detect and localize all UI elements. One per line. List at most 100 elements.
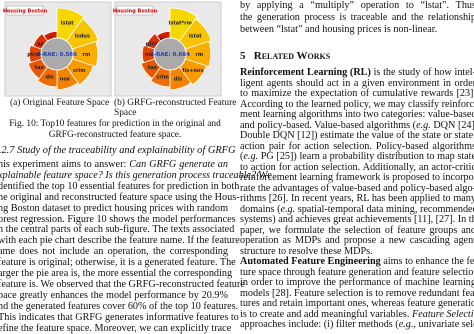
text-run: spatial-temporal data mining, recommende… bbox=[295, 203, 474, 215]
wedge-label: crim bbox=[73, 68, 85, 74]
text-line: he original and reconstructed feature sp… bbox=[0, 191, 240, 203]
wedge-label: lstat bbox=[189, 34, 202, 40]
text-line: ng Boston dataset to predict housing pri… bbox=[0, 202, 228, 214]
text-line: dentified the top 10 essential features … bbox=[0, 180, 240, 192]
subfigure-caption: (a) Original Feature Space bbox=[10, 98, 110, 108]
text-run: and policy-based. Value-based algorithms… bbox=[240, 119, 417, 131]
wedge-label: dis bbox=[174, 76, 182, 82]
text-run: domains ( bbox=[240, 203, 281, 215]
wedge-label: age bbox=[37, 41, 48, 47]
text-line: reinforcement learning framework is prop… bbox=[240, 172, 474, 183]
text-line: his experiment aims to answer: Can GRFG … bbox=[0, 159, 228, 170]
text-line: action pair for action selection. Policy… bbox=[240, 140, 474, 152]
text-run: e.g. bbox=[416, 119, 431, 131]
text-run: DQN [24], bbox=[430, 119, 474, 131]
text-line: to maximize the expectation of cumulativ… bbox=[240, 88, 474, 99]
text-line: According to the learned policy, we may … bbox=[240, 98, 474, 110]
wedge-label: tax bbox=[35, 65, 45, 71]
text-line: efine the feature space. Moreover, we ca… bbox=[0, 322, 232, 334]
text-run: aims to enhance the fea- bbox=[380, 256, 474, 267]
text-line: orest regression. Figure 10 shows the mo… bbox=[0, 213, 236, 225]
wedge-label: lstat bbox=[61, 21, 74, 27]
text-run: approaches include: (i) filter methods ( bbox=[240, 319, 399, 330]
text-line: models [28]. Feature selection is to rem… bbox=[240, 287, 474, 299]
wedge bbox=[168, 40, 212, 68]
figure-caption: Fig. 10: Top10 features for prediction i… bbox=[9, 119, 221, 129]
section-number: 5 bbox=[240, 50, 246, 62]
text-line: structure to resolve these MDPs. bbox=[240, 245, 373, 257]
figure: lstatindusrmcrimnoxdistaxptratioageb1-RA… bbox=[3, 1, 222, 97]
text-run: e.g. bbox=[280, 203, 296, 215]
text-line: to action for action selection. Addition… bbox=[240, 161, 474, 173]
text-run: Feature Selection bbox=[412, 308, 474, 320]
text-line: in order to improve the performance of m… bbox=[240, 277, 474, 288]
wedge-label: rm bbox=[83, 52, 91, 58]
text-run: Can GRFG generate an bbox=[129, 159, 228, 170]
text-line: xplainable feature space? Is this genera… bbox=[0, 170, 272, 181]
text-line: systems) and achieves great achievements… bbox=[240, 214, 474, 225]
dataset-label: Housing Boston bbox=[113, 9, 158, 15]
text-run: his experiment aims to answer: bbox=[0, 159, 130, 170]
dataset-box bbox=[6, 5, 44, 16]
text-line: paper, we formulate the selection of fea… bbox=[240, 224, 474, 236]
text-run: is the study of how intel- bbox=[370, 67, 474, 78]
score: 1-RAE: 0.684 bbox=[150, 52, 190, 58]
text-line: ture space through feature generation an… bbox=[240, 266, 474, 278]
text-run: e.g. bbox=[398, 319, 414, 330]
wedge-label: dis+nox bbox=[181, 68, 204, 74]
text-run: Reinforcement Learning (RL) bbox=[240, 67, 371, 78]
text-line: Double DQN [12]) estimate the value of t… bbox=[240, 130, 474, 141]
text-line: domains (e.g. spatial-temporal data mini… bbox=[240, 204, 474, 215]
text-run: e.g. bbox=[243, 151, 259, 162]
section-heading: 5 Related Works bbox=[240, 50, 330, 62]
text-line: pace greatly enhances the model performa… bbox=[0, 289, 228, 301]
text-line: tures and retain important ones, whereas… bbox=[240, 298, 474, 309]
subfigure-caption: (b) GRFG-reconstructed Feature bbox=[114, 98, 237, 108]
figure-caption: GRFG-reconstructed feature space. bbox=[48, 130, 182, 140]
wedge-label: indus bbox=[75, 34, 90, 40]
wedge-label: crim bbox=[156, 75, 168, 81]
dataset-box bbox=[116, 5, 154, 16]
wedge-label: lstat*rm bbox=[169, 21, 192, 27]
wedge bbox=[55, 40, 99, 68]
text-line: rate the advantages of value-based and p… bbox=[240, 182, 474, 194]
section-heading: l.2.7 Study of the traceability and expl… bbox=[0, 145, 236, 156]
wedge-label: dis bbox=[46, 75, 54, 81]
score: 1-RAE: 0.566 bbox=[37, 52, 77, 58]
wedge-label: ptratio bbox=[27, 52, 47, 58]
text-run: PG [25]) learn a probability distributio… bbox=[258, 151, 474, 162]
text-line: n the central parts of each sub-figure. … bbox=[0, 224, 235, 236]
section-title: Related Works bbox=[253, 50, 331, 62]
text-line: ligent agents should act in a given envi… bbox=[240, 77, 474, 89]
subfigure-caption: Space bbox=[114, 108, 137, 118]
text-run: xplainable feature space? Is this genera… bbox=[0, 169, 257, 181]
text-run: We bbox=[256, 169, 272, 181]
text-line: (e.g. PG [25]) learn a probability distr… bbox=[240, 151, 474, 162]
text-run: , univariate selec- bbox=[413, 319, 474, 330]
text-line: between “lstat” and housing prices is no… bbox=[240, 23, 438, 35]
wedge-label: rm bbox=[196, 52, 204, 58]
text-line: arger the pie area is, the more essentia… bbox=[0, 268, 233, 279]
text-line: nd the generated features cover 60% of t… bbox=[0, 300, 239, 312]
text-line: by applying a “multiply” operation to “l… bbox=[240, 0, 474, 11]
wedge-label: nox bbox=[145, 52, 156, 58]
wedge-label: ptratio bbox=[146, 41, 166, 47]
text-run: is to create and add meaningful variable… bbox=[240, 308, 412, 320]
wedge-label: nox bbox=[60, 76, 71, 82]
text-line: ame does not include an operation, the c… bbox=[0, 246, 228, 258]
text-line: ment learning algorithms into two catego… bbox=[240, 109, 474, 120]
text-line: with each pie chart describe the feature… bbox=[0, 235, 240, 247]
text-run: Automated Feature Engineering bbox=[240, 256, 381, 267]
text-line: is to create and add meaningful variable… bbox=[240, 309, 474, 320]
text-line: This indicates that GRFG generates infor… bbox=[0, 311, 239, 323]
wedge-label: tax bbox=[148, 65, 158, 71]
center bbox=[153, 37, 187, 71]
text-line: feature is original; otherwise, it is a … bbox=[0, 257, 236, 269]
text-line: the generation process is traceable and … bbox=[240, 11, 474, 23]
text-line: and policy-based. Value-based algorithms… bbox=[240, 120, 474, 131]
dataset-label: Housing Boston bbox=[3, 9, 48, 15]
text-line: Automated Feature Engineering aims to en… bbox=[240, 256, 474, 267]
text-run: ( bbox=[240, 151, 244, 162]
text-line: feature is. We observed that the GRFG-re… bbox=[0, 278, 245, 290]
